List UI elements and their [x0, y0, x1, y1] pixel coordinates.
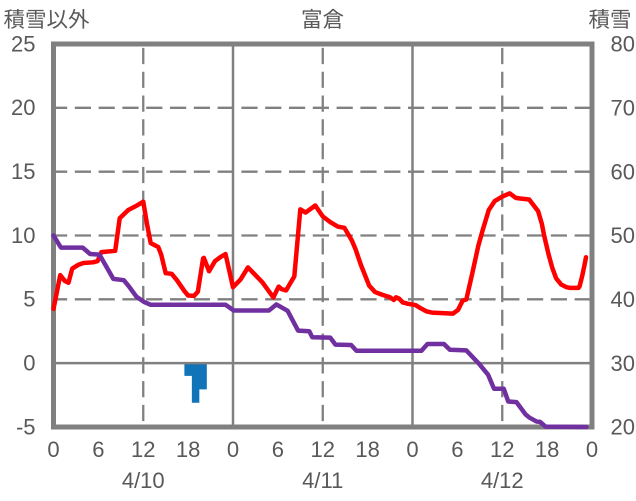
svg-text:50: 50 [611, 223, 635, 248]
svg-text:60: 60 [611, 159, 635, 184]
svg-text:0: 0 [227, 437, 239, 462]
svg-text:18: 18 [176, 437, 200, 462]
svg-text:6: 6 [92, 437, 104, 462]
svg-text:12: 12 [131, 437, 155, 462]
svg-text:18: 18 [355, 437, 379, 462]
svg-text:4/10: 4/10 [122, 468, 165, 493]
svg-text:80: 80 [611, 32, 635, 57]
svg-text:12: 12 [490, 437, 514, 462]
svg-text:70: 70 [611, 95, 635, 120]
svg-text:30: 30 [611, 351, 635, 376]
svg-text:4/12: 4/12 [481, 468, 524, 493]
svg-text:0: 0 [406, 437, 418, 462]
svg-text:15: 15 [11, 159, 35, 184]
svg-text:-5: -5 [16, 414, 36, 439]
svg-text:0: 0 [23, 350, 35, 375]
svg-text:25: 25 [11, 31, 35, 56]
svg-text:0: 0 [586, 437, 598, 462]
svg-text:12: 12 [311, 437, 335, 462]
svg-text:5: 5 [23, 287, 35, 312]
svg-text:0: 0 [47, 437, 59, 462]
svg-text:6: 6 [272, 437, 284, 462]
svg-text:20: 20 [611, 415, 635, 440]
svg-text:40: 40 [611, 287, 635, 312]
svg-text:6: 6 [451, 437, 463, 462]
svg-text:4/11: 4/11 [302, 468, 343, 493]
svg-text:10: 10 [11, 223, 35, 248]
svg-text:18: 18 [535, 437, 559, 462]
svg-text:20: 20 [11, 95, 35, 120]
